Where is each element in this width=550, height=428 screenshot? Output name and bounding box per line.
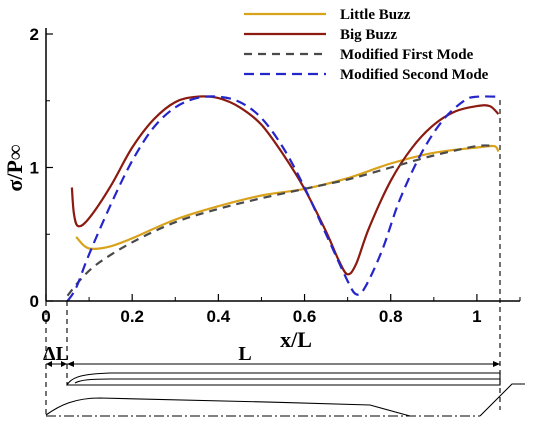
series-line-modified-second-mode bbox=[66, 95, 499, 302]
legend: Little Buzz Big Buzz Modified First Mode Mo… bbox=[244, 7, 489, 83]
x-tick-label: 0.2 bbox=[120, 307, 144, 326]
exit-plug bbox=[479, 383, 525, 417]
length-arrow-right bbox=[493, 361, 500, 367]
centerbody-outline bbox=[45, 397, 411, 417]
cowl-inner-line bbox=[74, 378, 500, 384]
legend-label: Modified First Mode bbox=[340, 47, 474, 63]
cowl-outline bbox=[66, 372, 501, 386]
delta-arrow-left bbox=[46, 361, 52, 367]
inlet-geometry-diagram: ΔL L bbox=[43, 100, 525, 417]
length-arrow-left bbox=[67, 361, 74, 367]
x-tick-label: 1 bbox=[472, 307, 481, 326]
x-tick-label: 0 bbox=[41, 307, 50, 326]
y-tick-label: 2 bbox=[30, 25, 39, 44]
delta-arrow-right bbox=[61, 361, 67, 367]
series-line-little-buzz bbox=[75, 144, 500, 251]
axes: 0 0.2 0.4 0.6 0.8 1 0 1 2 x/L σ/P∞ bbox=[2, 25, 521, 352]
x-tick-label: 0.6 bbox=[293, 307, 317, 326]
x-tick-label: 0.8 bbox=[379, 307, 403, 326]
legend-label: Modified Second Mode bbox=[340, 67, 489, 83]
plot-area bbox=[66, 95, 500, 302]
y-tick-label: 1 bbox=[30, 159, 39, 178]
x-axis-title: x/L bbox=[280, 327, 312, 352]
series-line-modified-first-mode bbox=[66, 144, 495, 297]
x-tick-label: 0.4 bbox=[207, 307, 231, 326]
y-axis-title: σ/P∞ bbox=[2, 144, 27, 192]
legend-label: Little Buzz bbox=[340, 7, 411, 23]
legend-label: Big Buzz bbox=[340, 27, 397, 43]
delta-l-label: ΔL bbox=[43, 343, 69, 365]
y-tick-label: 0 bbox=[30, 292, 39, 311]
length-l-label: L bbox=[238, 343, 251, 365]
series-line-big-buzz bbox=[70, 95, 500, 276]
